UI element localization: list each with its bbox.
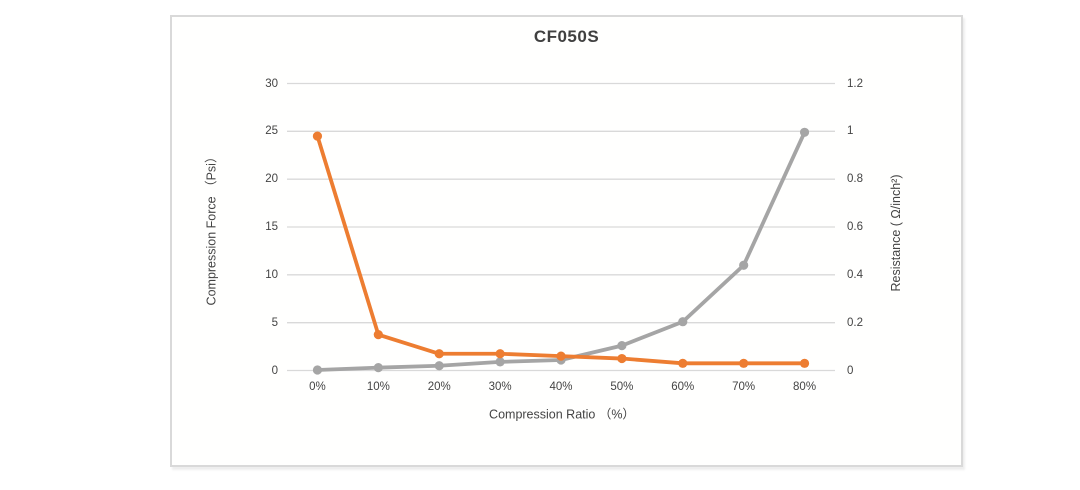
y-right-tick-label: 0.2 <box>847 316 863 329</box>
chart-card: CF050S Compression Force （Psi） Resistanc… <box>170 15 963 467</box>
y-left-tick-label: 25 <box>265 125 278 138</box>
data-point-marker <box>678 317 688 327</box>
y-left-tick-label: 0 <box>271 364 278 377</box>
x-tick-label: 80% <box>793 381 817 393</box>
y-left-tick-label: 30 <box>265 77 278 90</box>
plot-area <box>287 82 835 375</box>
x-tick-label: 70% <box>732 381 756 393</box>
y-right-tick-label: 1 <box>847 125 854 138</box>
y-right-tick-label: 0.4 <box>847 268 863 281</box>
x-tick-label: 50% <box>610 381 634 393</box>
x-tick-label: 30% <box>488 381 512 393</box>
y-right-tick-label: 1.2 <box>847 77 863 90</box>
data-point-marker <box>373 363 383 373</box>
data-point-marker <box>312 131 323 141</box>
series-line-compression-force <box>315 130 807 372</box>
x-tick-label: 10% <box>366 381 390 393</box>
data-point-marker <box>495 349 505 359</box>
y-right-tick-label: 0.6 <box>847 221 863 233</box>
data-point-marker <box>739 260 749 270</box>
x-tick-label: 0% <box>309 381 326 393</box>
y-left-tick-label: 5 <box>271 316 278 329</box>
data-point-marker <box>434 349 444 359</box>
data-point-marker <box>617 341 627 351</box>
y-left-tick-label: 15 <box>265 221 278 233</box>
data-point-marker <box>556 351 566 361</box>
y-right-tick-label: 0 <box>847 364 854 377</box>
x-axis-title: Compression Ratio （%） <box>489 407 635 422</box>
y-right-tick-label: 0.8 <box>847 173 863 186</box>
data-point-marker <box>312 365 323 375</box>
x-tick-label: 40% <box>549 381 573 393</box>
data-point-marker <box>373 330 383 340</box>
chart-title: CF050S <box>533 27 600 46</box>
data-point-marker <box>678 358 688 368</box>
data-point-marker <box>799 127 810 137</box>
data-point-marker <box>799 358 810 368</box>
data-point-marker <box>434 361 444 371</box>
data-point-marker <box>617 353 627 364</box>
y-left-tick-label: 20 <box>265 173 278 186</box>
y-left-tick-label: 10 <box>265 268 278 281</box>
x-tick-label: 20% <box>427 381 451 393</box>
data-point-marker <box>739 358 749 368</box>
data-point-marker <box>495 357 505 367</box>
series-line-resistance <box>315 134 807 366</box>
x-tick-label: 60% <box>671 381 695 393</box>
